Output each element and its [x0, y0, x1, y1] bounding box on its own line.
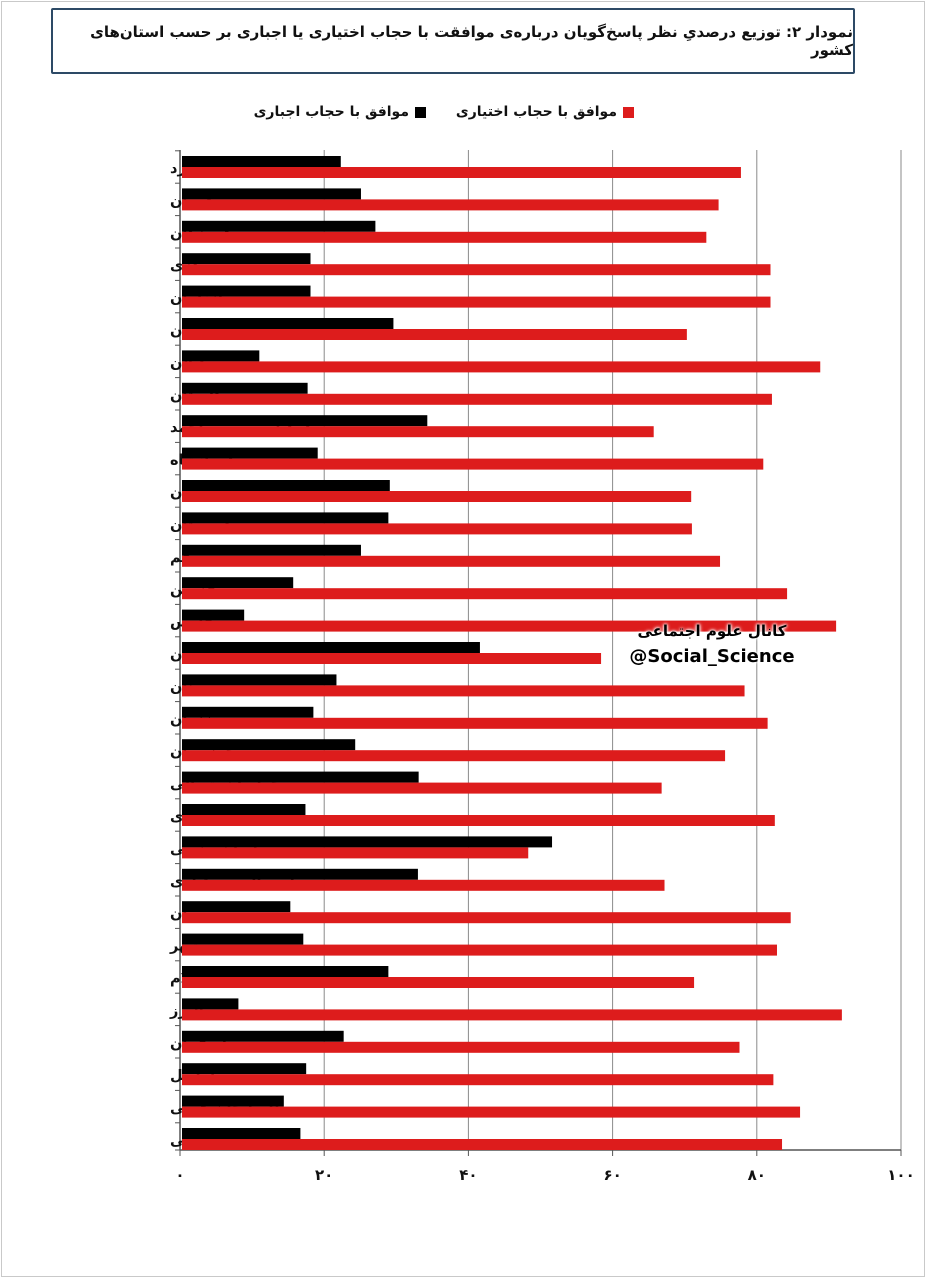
bar-voluntary	[182, 1074, 774, 1086]
bar-voluntary	[182, 653, 602, 664]
legend: موافق با حجاب اختیاری موافق با حجاب اجبا…	[0, 104, 928, 128]
legend-swatch-voluntary	[623, 106, 634, 118]
x-tick-label: ۱۰۰	[887, 1166, 914, 1184]
bar-mandatory	[182, 447, 318, 459]
bar-mandatory	[182, 156, 341, 167]
bar-mandatory	[182, 836, 553, 848]
bar-voluntary	[182, 782, 662, 794]
bar-voluntary	[182, 588, 788, 600]
bar-mandatory	[182, 966, 389, 977]
bar-mandatory	[182, 350, 260, 362]
x-tick-label: ۴۰	[459, 1166, 477, 1184]
legend-label-voluntary: موافق با حجاب اختیاری	[455, 104, 617, 120]
bar-voluntary	[182, 329, 687, 340]
bar-voluntary	[182, 361, 821, 373]
bar-mandatory	[182, 1063, 307, 1075]
bar-voluntary	[182, 620, 837, 632]
bar-voluntary	[182, 815, 775, 826]
bar-voluntary	[182, 393, 772, 405]
bar-voluntary	[182, 879, 665, 891]
bar-mandatory	[182, 868, 418, 880]
bar-mandatory	[182, 480, 390, 491]
chart-title-box: نمودار ۲: توزیع درصدیِ نظر پاسخ‌گویان در…	[51, 8, 855, 74]
bar-voluntary	[182, 1041, 740, 1053]
bar-voluntary	[182, 944, 777, 956]
x-tick-label: ۲۰	[315, 1166, 333, 1184]
x-tick-label: ۸۰	[748, 1166, 766, 1184]
bar-voluntary	[182, 296, 771, 308]
bar-voluntary	[182, 523, 692, 535]
bar-mandatory	[182, 771, 419, 783]
bar-mandatory	[182, 577, 294, 589]
bar-voluntary	[182, 685, 745, 697]
legend-swatch-mandatory	[415, 106, 426, 118]
bar-mandatory	[182, 901, 291, 913]
bar-mandatory	[182, 220, 376, 232]
bar-mandatory	[182, 1128, 301, 1139]
watermark-handle: @Social_Science	[629, 646, 795, 667]
bar-mandatory	[182, 642, 480, 653]
bar-voluntary	[182, 264, 771, 276]
bar-voluntary	[182, 426, 654, 438]
x-tick-label: ۰	[175, 1166, 184, 1184]
bar-mandatory	[182, 318, 394, 329]
bar-voluntary	[182, 847, 529, 859]
bar-voluntary	[182, 1139, 783, 1150]
bar-mandatory	[182, 544, 361, 556]
watermark-channel-name: کانال علوم اجتماعی	[637, 622, 787, 640]
bar-mandatory	[182, 933, 304, 945]
bar-mandatory	[182, 706, 314, 718]
bar-mandatory	[182, 998, 239, 1010]
bar-voluntary	[182, 199, 719, 211]
bar-voluntary	[182, 555, 721, 567]
bar-mandatory	[182, 804, 306, 815]
legend-item-mandatory: موافق با حجاب اجباری	[254, 104, 426, 120]
bar-mandatory	[182, 674, 337, 686]
bar-mandatory	[182, 512, 389, 524]
bar-mandatory	[182, 188, 361, 200]
bar-mandatory	[182, 285, 311, 297]
bar-voluntary	[182, 491, 692, 502]
bar-voluntary	[182, 750, 726, 762]
legend-item-voluntary: موافق با حجاب اختیاری	[456, 104, 634, 120]
bar-mandatory	[182, 382, 308, 394]
chart-title: نمودار ۲: توزیع درصدیِ نظر پاسخ‌گویان در…	[90, 23, 853, 59]
bar-mandatory	[182, 739, 356, 751]
bar-voluntary	[182, 231, 707, 243]
bar-voluntary	[182, 1106, 801, 1118]
watermark: کانال علوم اجتماعی @Social_Science	[612, 622, 812, 667]
bar-voluntary	[182, 977, 695, 988]
legend-label-mandatory: موافق با حجاب اجباری	[253, 104, 409, 120]
bar-mandatory	[182, 1030, 344, 1042]
bar-mandatory	[182, 253, 311, 265]
bar-voluntary	[182, 717, 768, 729]
bar-voluntary	[182, 458, 764, 470]
bar-voluntary	[182, 912, 791, 924]
x-tick-label: ۶۰	[603, 1166, 621, 1184]
bar-mandatory	[182, 1095, 284, 1107]
bar-mandatory	[182, 415, 428, 427]
bar-voluntary	[182, 1009, 842, 1021]
bar-mandatory	[182, 609, 245, 621]
bar-voluntary	[182, 167, 741, 178]
